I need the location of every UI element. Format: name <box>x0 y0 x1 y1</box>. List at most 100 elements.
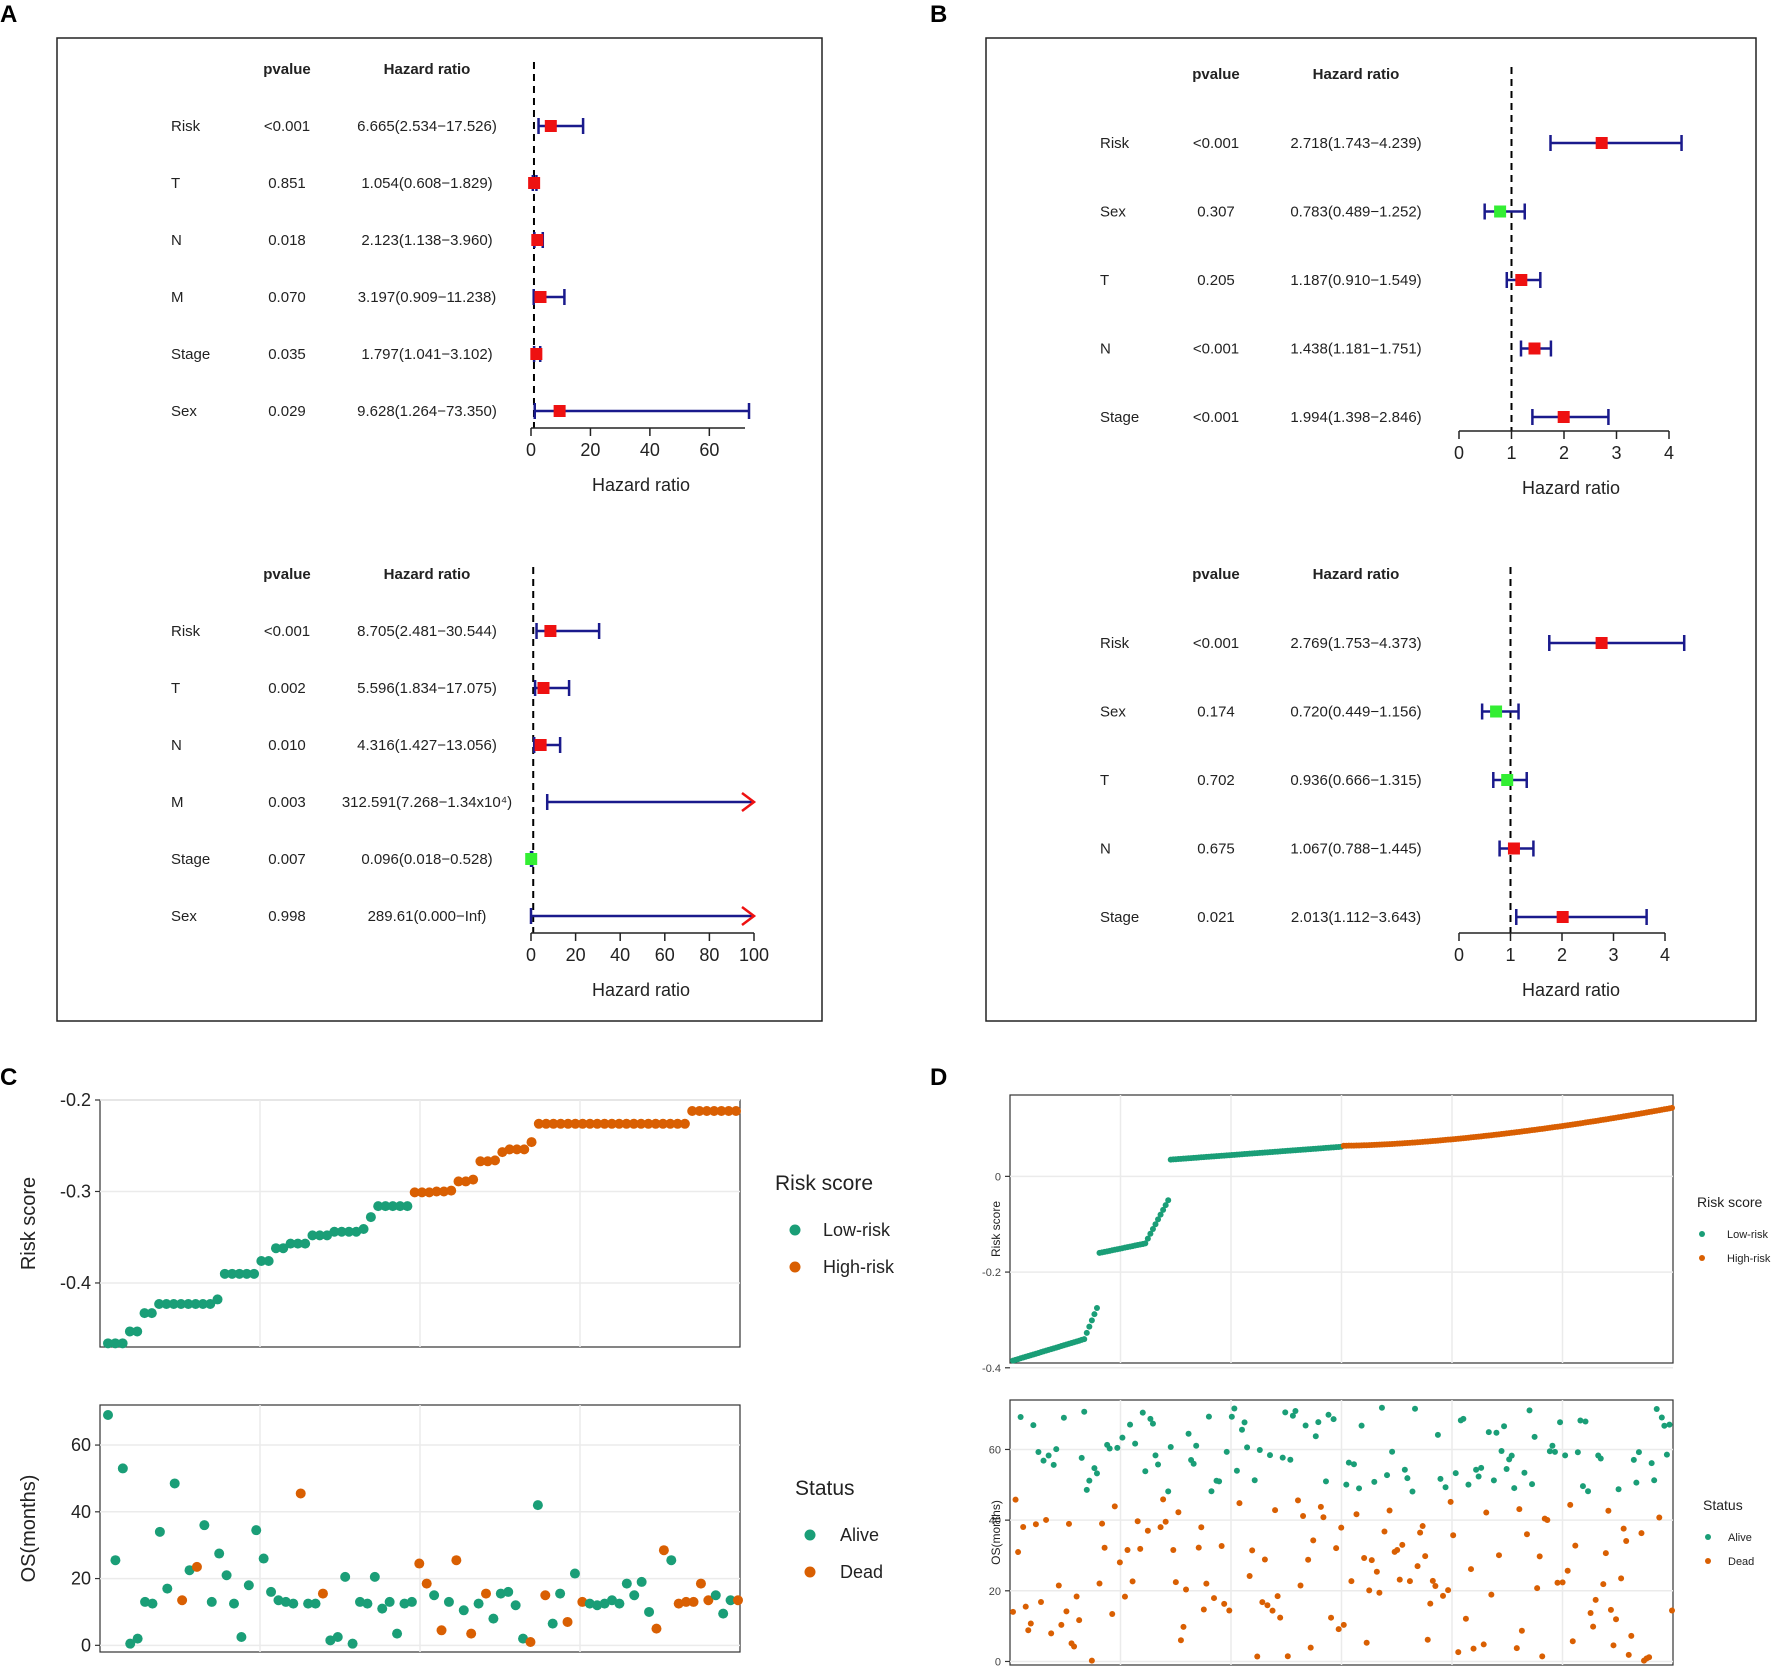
status-point <box>1287 1456 1294 1463</box>
row-pvalue: <0.001 <box>1193 409 1239 426</box>
risk-point <box>723 1105 734 1116</box>
status-point <box>1195 1544 1202 1551</box>
row-hr: 2.013(1.112−3.643) <box>1291 909 1421 926</box>
row-name: M <box>171 794 184 811</box>
status-point <box>132 1633 143 1644</box>
risk-point <box>212 1294 223 1305</box>
status-point <box>1422 1553 1429 1560</box>
status-point <box>1615 1486 1622 1493</box>
status-point <box>1483 1509 1490 1516</box>
status-point <box>1124 1547 1131 1554</box>
risk-point <box>511 1144 522 1155</box>
panel-b-frame <box>985 37 1757 1022</box>
risk-point <box>504 1144 515 1155</box>
risk-point <box>256 1256 267 1267</box>
status-point <box>1424 1636 1431 1643</box>
status-point <box>1429 1577 1436 1584</box>
risk-point <box>475 1156 486 1167</box>
x-axis-label: Hazard ratio <box>592 980 690 1000</box>
risk-point <box>1142 1240 1149 1247</box>
row-hr: 2.123(1.138−3.960) <box>361 232 492 249</box>
status-point <box>1058 1621 1065 1628</box>
status-point <box>1076 1617 1083 1624</box>
status-point <box>1172 1579 1179 1586</box>
row-hr: 1.797(1.041−3.102) <box>361 346 492 363</box>
status-point <box>1310 1537 1317 1544</box>
status-point <box>421 1578 432 1589</box>
risk-point <box>146 1308 157 1319</box>
risk-point <box>599 1118 610 1129</box>
risk-point <box>592 1118 603 1129</box>
row-hr: 9.628(1.264−73.350) <box>357 403 497 420</box>
status-point <box>1579 1483 1586 1490</box>
status-point <box>1613 1616 1620 1623</box>
status-point <box>540 1590 551 1601</box>
hr-point <box>553 405 566 417</box>
row-pvalue: 0.205 <box>1197 272 1235 289</box>
status-point <box>1445 1587 1452 1594</box>
status-point <box>1162 1518 1169 1525</box>
status-point <box>1160 1496 1167 1503</box>
risk-point <box>1160 1206 1167 1213</box>
status-point <box>1223 1448 1230 1455</box>
status-point <box>1139 1409 1146 1416</box>
risk-point <box>1147 1230 1154 1237</box>
status-point <box>681 1596 692 1607</box>
risk-point <box>731 1105 741 1116</box>
status-point <box>1635 1449 1642 1456</box>
status-point <box>1363 1639 1370 1646</box>
status-point <box>1203 1580 1210 1587</box>
status-point <box>1628 1632 1635 1639</box>
status-point <box>1656 1514 1663 1521</box>
status-point <box>1353 1511 1360 1518</box>
status-point <box>1358 1422 1365 1429</box>
row-pvalue: 0.307 <box>1197 204 1235 221</box>
status-point <box>1231 1405 1238 1412</box>
status-point <box>1539 1653 1546 1660</box>
risk-point <box>263 1256 274 1267</box>
status-point <box>1121 1593 1128 1600</box>
hr-point <box>537 682 550 694</box>
status-point <box>1378 1404 1385 1411</box>
status-point <box>1501 1423 1508 1430</box>
row-hr: 2.718(1.743−4.239) <box>1290 135 1421 152</box>
risk-point <box>227 1268 238 1279</box>
status-point <box>1577 1417 1584 1424</box>
status-point <box>1427 1600 1434 1607</box>
status-point <box>1119 1434 1126 1441</box>
status-point <box>1302 1422 1309 1429</box>
row-pvalue: <0.001 <box>264 623 310 640</box>
risk-point <box>438 1186 449 1197</box>
risk-point <box>285 1238 296 1249</box>
panel-c-status: 0 20 40 60 OS(months) Status Alive Dead <box>18 1404 883 1655</box>
status-point <box>621 1578 632 1589</box>
status-point <box>1511 1485 1518 1492</box>
risk-point <box>424 1187 435 1198</box>
risk-point <box>278 1243 289 1254</box>
row-hr: 2.769(1.753−4.373) <box>1290 635 1421 652</box>
status-point <box>1551 1448 1558 1455</box>
status-point <box>1663 1451 1670 1458</box>
pvalue-header: pvalue <box>1192 66 1240 83</box>
row-pvalue: 0.702 <box>1197 772 1235 789</box>
status-point <box>1101 1544 1108 1551</box>
status-point <box>688 1596 699 1607</box>
status-point <box>340 1571 351 1582</box>
status-point <box>1256 1446 1263 1453</box>
status-point <box>1043 1516 1050 1523</box>
status-point <box>1193 1442 1200 1449</box>
status-point <box>414 1558 425 1569</box>
hr-point <box>1501 774 1514 786</box>
status-point <box>1417 1529 1424 1536</box>
row-name: Risk <box>1100 635 1130 652</box>
status-point <box>1651 1477 1658 1484</box>
x-tick-label: 2 <box>1559 443 1569 463</box>
y-tick-label: -0.4 <box>982 1363 1001 1375</box>
status-point <box>1437 1475 1444 1482</box>
risk-point <box>1083 1329 1090 1336</box>
risk-point <box>563 1118 574 1129</box>
status-point <box>562 1616 573 1627</box>
panel-label-a: A <box>0 1 17 28</box>
status-point <box>1190 1460 1197 1467</box>
status-point <box>1114 1444 1121 1451</box>
